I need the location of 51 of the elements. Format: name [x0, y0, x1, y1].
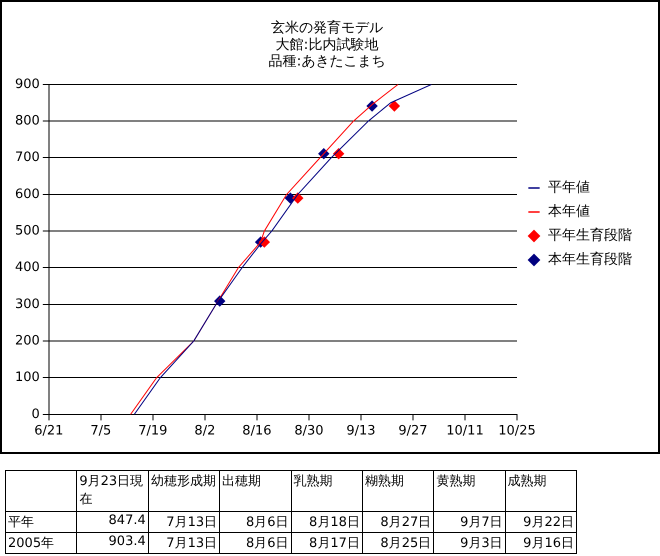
x-tick-label: 8/2 [194, 424, 216, 439]
y-tick-label: 200 [14, 333, 40, 348]
chart-title: 玄米の発育モデル [271, 19, 383, 36]
text: 7月13日 [166, 515, 218, 530]
y-tick-label: 500 [14, 223, 40, 238]
text: 9月16日 [523, 536, 574, 551]
x-tick-label: 7/19 [138, 424, 168, 439]
y-tick-label: 900 [14, 76, 40, 92]
category-label: 平年 [8, 515, 34, 530]
y-tick-label: 400 [14, 260, 40, 276]
text: 8月27日 [380, 515, 432, 530]
legend-label: 平年生育段階 [548, 226, 632, 244]
category-label: 成熟期 [505, 470, 576, 512]
x-tick-label: 10/11 [446, 424, 484, 439]
y-tick-label: 0 [32, 406, 40, 422]
y-tick-label: 300 [14, 296, 40, 312]
legend-label: 平年値 [548, 180, 590, 196]
category-label: 出穂期 [220, 470, 291, 512]
chart-subtitle: 大館:比内試験地 [276, 36, 378, 53]
text: 9月3日 [460, 536, 503, 551]
y-tick-label: 700 [14, 150, 40, 166]
x-tick-label: 9/27 [398, 424, 428, 439]
legend-label: 本年値 [548, 204, 590, 220]
legend-label: 本年生育段階 [548, 250, 632, 268]
x-tick-label: 7/5 [90, 424, 112, 439]
x-tick-label: 10/25 [498, 424, 536, 439]
text: 903.4 [108, 534, 146, 549]
text: 8月6日 [246, 536, 288, 551]
y-tick-label: 800 [14, 113, 40, 128]
category-label: 黄熟期 [434, 470, 506, 512]
x-tick-label: 8/16 [242, 424, 272, 439]
text: 8月6日 [246, 515, 288, 530]
category-label: 幼穂形成期 [148, 470, 220, 512]
x-tick-label: 6/21 [34, 424, 64, 439]
y-tick-label: 600 [14, 186, 40, 202]
x-tick-label: 8/30 [294, 424, 324, 439]
category-label: 9月23日現在 [76, 470, 148, 512]
text: 9月22日 [523, 515, 574, 530]
text: 9月7日 [460, 515, 503, 530]
text: 8月25日 [380, 536, 432, 551]
category-label: 糊熟期 [362, 470, 434, 512]
y-tick-label: 100 [14, 370, 40, 386]
text: 7月13日 [166, 536, 218, 551]
text: 8月17日 [309, 536, 360, 551]
point [388, 100, 400, 112]
x-tick-label: 9/13 [346, 424, 376, 439]
text: 847.4 [108, 513, 146, 528]
category-label: 乳熟期 [291, 470, 362, 512]
text: 8月18日 [309, 515, 360, 530]
text: 品種:あきたこまち [268, 54, 386, 70]
category-label: 2005年 [8, 536, 54, 551]
